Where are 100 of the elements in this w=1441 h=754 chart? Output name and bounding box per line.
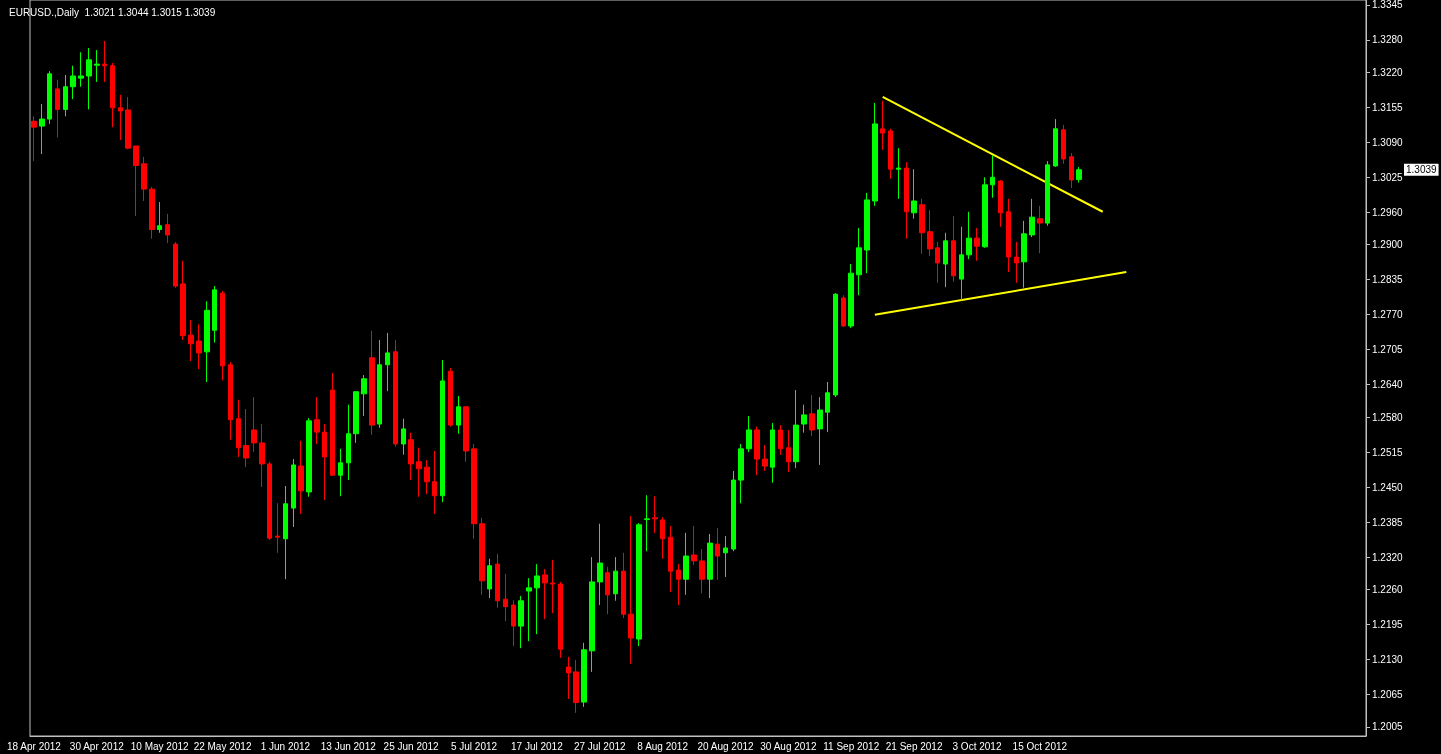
y-tick-label: 1.3280 [1372, 34, 1404, 46]
candlestick [911, 168, 917, 220]
candlestick [833, 292, 838, 398]
candlestick [267, 461, 272, 541]
x-tick-label: 20 Aug 2012 [697, 740, 755, 752]
candlestick [683, 532, 689, 596]
candlestick [228, 361, 233, 441]
candlestick [283, 485, 288, 580]
candlestick [778, 424, 783, 456]
candlestick [652, 495, 658, 534]
candlestick [959, 226, 964, 301]
candlestick [1029, 198, 1035, 238]
candlestick [1061, 124, 1066, 165]
candlestick [990, 154, 995, 199]
x-tick-label: 30 Apr 2012 [69, 740, 125, 752]
candlestick [715, 527, 720, 581]
x-tick-label: 8 Aug 2012 [637, 740, 689, 752]
candlestick [275, 502, 280, 554]
candlestick [377, 339, 382, 429]
candlestick [935, 241, 940, 284]
candlestick [298, 440, 304, 515]
y-tick-label: 1.3155 [1372, 101, 1404, 113]
candlestick [644, 494, 650, 552]
candlestick [880, 100, 885, 151]
candlestick [864, 192, 870, 274]
candlestick [63, 74, 68, 117]
candlestick [841, 294, 846, 328]
candlestick [974, 227, 980, 262]
candlestick [966, 211, 972, 260]
candlestick [173, 241, 178, 289]
candlestick [613, 556, 618, 602]
candlestick [542, 568, 548, 620]
candlestick [495, 553, 500, 609]
y-tick-label: 1.2450 [1372, 481, 1404, 493]
candlestick [204, 300, 210, 383]
x-tick-label: 11 Sep 2012 [823, 740, 880, 752]
candlestick [346, 404, 351, 481]
candlestick [55, 79, 60, 138]
candlestick [1053, 118, 1058, 168]
candlestick [338, 448, 343, 497]
candlestick [1069, 152, 1074, 189]
candlestick [432, 450, 437, 515]
candlestick [793, 389, 799, 469]
text: EURUSD.,Daily 1.3021 1.3044 1.3015 1.3039 [9, 6, 216, 18]
candlestick [511, 599, 516, 647]
candlestick [102, 40, 107, 83]
candlestick [621, 552, 626, 619]
candlestick [809, 394, 815, 437]
candlestick [1045, 160, 1050, 227]
candlestick [801, 404, 807, 434]
candlestick [998, 179, 1003, 228]
candlestick [133, 145, 139, 217]
y-tick-label: 1.2515 [1372, 446, 1404, 458]
candlestick [1006, 198, 1011, 273]
candlestick [479, 517, 485, 596]
x-tick-label: 21 Sep 2012 [885, 740, 943, 752]
candlestick [125, 96, 131, 150]
candlestick [628, 515, 634, 665]
candlestick [1076, 166, 1082, 184]
candlestick [503, 573, 508, 622]
candlestick [762, 444, 768, 472]
x-tick-label: 1 Jun 2012 [260, 740, 311, 752]
candlestick [31, 115, 37, 162]
candlestick [39, 103, 45, 155]
candlestick [157, 201, 162, 234]
x-tick-label: 27 Jul 2012 [573, 740, 627, 752]
candlestick [738, 443, 744, 504]
y-tick-label: 1.3220 [1372, 66, 1404, 78]
candlestick [856, 227, 862, 296]
y-tick-label: 1.2705 [1372, 344, 1404, 356]
candlestick [86, 47, 92, 110]
candlestick [636, 522, 642, 647]
candlestick [723, 535, 728, 578]
candlestick [825, 381, 830, 433]
candlestick [118, 94, 123, 141]
candlestick [393, 339, 398, 448]
candlestick [141, 156, 147, 202]
y-tick-label: 1.2770 [1372, 309, 1404, 321]
candlestick [848, 263, 854, 329]
candlestick [314, 396, 320, 445]
text: 1.3039 [1406, 164, 1438, 176]
candlestick [330, 372, 335, 477]
candlestick [416, 447, 422, 498]
candlestick [408, 432, 414, 481]
candlestick [605, 566, 610, 615]
candlestick [786, 429, 791, 473]
x-tick-label: 25 Jun 2012 [383, 740, 440, 752]
candlestick [448, 367, 453, 428]
candlestick [110, 62, 115, 128]
candlestick [573, 659, 579, 714]
y-tick-label: 1.2005 [1372, 721, 1404, 733]
y-tick-label: 1.2835 [1372, 274, 1404, 286]
y-tick-label: 1.3090 [1372, 136, 1404, 148]
candlestick [471, 443, 477, 540]
candlestick [353, 390, 359, 444]
candlestick [149, 186, 155, 240]
candlestick [401, 418, 406, 456]
candlestick [322, 423, 327, 501]
candlestick [951, 215, 956, 283]
x-tick-label: 18 Apr 2012 [6, 740, 62, 752]
